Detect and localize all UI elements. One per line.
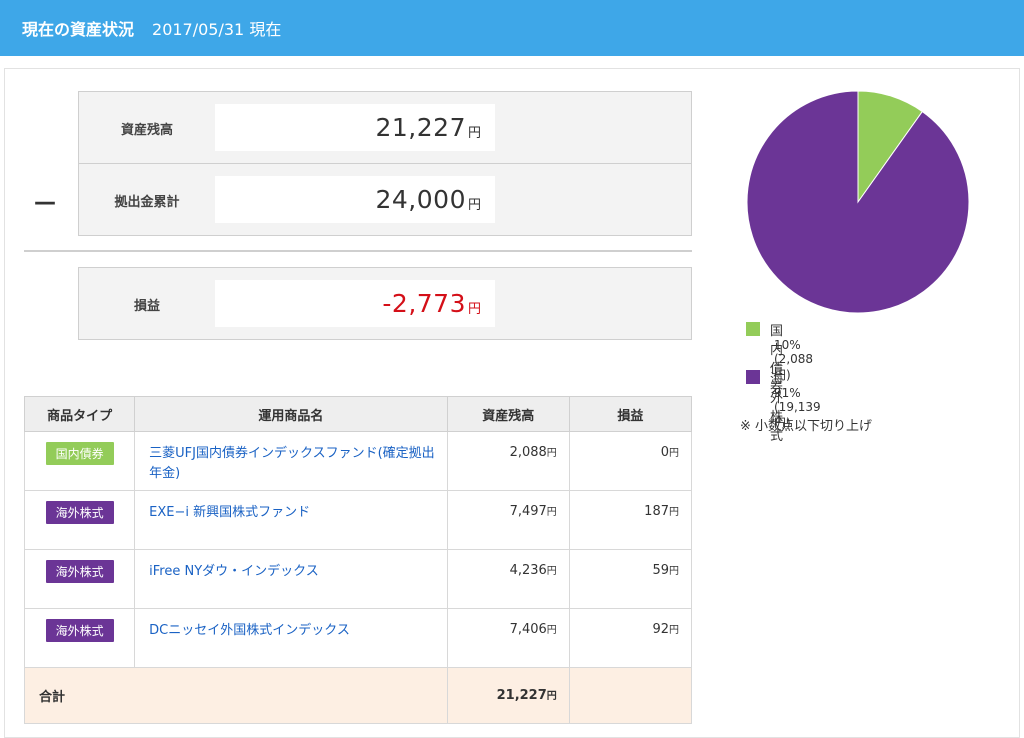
summary-divider [79,163,691,164]
balance-value: 7,497 [509,504,547,519]
balance-row: 資産残高 21,227 円 [79,92,691,164]
contribution-unit: 円 [467,198,481,213]
balance-value: 21,227 [375,113,466,142]
profit-label: 損益 [133,298,160,314]
legend-name: 国内債券 [770,324,784,396]
yen-unit: 円 [669,566,679,577]
balance-label: 資産残高 [120,122,173,138]
profit-value-box: -2,773 円 [215,280,495,327]
profit-value: -2,773 [382,289,466,318]
yen-unit: 円 [546,507,557,518]
profit-row: 損益 -2,773 円 [79,268,691,340]
holdings-table: 商品タイプ 運用商品名 資産残高 損益 国内債券 三菱UFJ国内債券インデックス… [23,396,693,724]
profit-box: 損益 -2,773 円 [78,267,692,340]
type-badge: 国内債券 [45,442,114,465]
contribution-value-box: 24,000 円 [215,176,495,223]
header-type: 商品タイプ [23,396,136,432]
allocation-pie-chart [746,90,970,314]
legend-name: 海外株式 [770,372,784,444]
table-row: 海外株式 EXE−i 新興国株式ファンド 7,497円 187円 [23,490,693,550]
summary-box: 資産残高 21,227 円 拠出金累計 24,000 円 [78,91,692,236]
page-title: 現在の資産状況 [22,20,135,39]
type-cell: 海外株式 [23,608,136,668]
fund-name-link[interactable]: EXE−i 新興国株式ファンド [134,490,448,550]
rounding-note: ※ 小数点以下切り上げ [740,419,873,434]
table-row: 海外株式 DCニッセイ外国株式インデックス 7,406円 92円 [23,608,693,668]
type-badge: 海外株式 [45,501,114,524]
minus-symbol: — [34,190,56,215]
balance-value: 2,088 [509,445,547,460]
yen-unit: 円 [546,625,557,636]
profit-cell: 0円 [568,431,693,491]
profit-cell: 187円 [568,490,693,550]
header-fund-name: 運用商品名 [134,396,448,432]
yen-unit: 円 [546,448,557,459]
type-badge: 海外株式 [45,619,114,642]
legend-swatch [746,370,760,384]
yen-unit: 円 [669,507,679,518]
equals-divider [24,250,692,252]
yen-unit: 円 [546,566,557,577]
balance-cell: 2,088円 [446,431,570,491]
page-header: 現在の資産状況 2017/05/31 現在 [0,0,1024,56]
type-badge: 海外株式 [45,560,114,583]
type-cell: 国内債券 [23,431,136,491]
yen-unit: 円 [546,691,557,702]
profit-unit: 円 [467,302,481,317]
contribution-row: 拠出金累計 24,000 円 [79,164,691,236]
type-cell: 海外株式 [23,549,136,609]
balance-value: 4,236 [509,563,547,578]
table-header-row: 商品タイプ 運用商品名 資産残高 損益 [23,396,693,432]
balance-cell: 4,236円 [446,549,570,609]
yen-unit: 円 [669,625,679,636]
as-of-date: 2017/05/31 現在 [152,20,282,39]
total-balance-cell: 21,227円 [446,667,570,724]
profit-cell: 59円 [568,549,693,609]
balance-value-box: 21,227 円 [215,104,495,151]
contribution-value: 24,000 [375,185,466,214]
header-profit: 損益 [568,396,693,432]
total-row: 合計 21,227円 [24,667,693,724]
balance-cell: 7,406円 [446,608,570,668]
total-profit-cell [568,667,693,724]
profit-value: 59 [652,563,669,578]
fund-name-link[interactable]: iFree NYダウ・インデックス [134,549,448,609]
legend-detail: 91% (19,139円) [774,386,821,430]
balance-cell: 7,497円 [446,490,570,550]
legend-swatch [746,322,760,336]
profit-value: 187 [644,504,669,519]
balance-value: 7,406 [509,622,547,637]
total-label: 合計 [24,667,448,724]
profit-cell: 92円 [568,608,693,668]
table-row: 国内債券 三菱UFJ国内債券インデックスファンド(確定拠出年金) 2,088円 … [23,431,693,491]
pie-slice-1 [746,90,970,314]
fund-name-link[interactable]: 三菱UFJ国内債券インデックスファンド(確定拠出年金) [134,431,448,491]
yen-unit: 円 [669,448,679,459]
balance-unit: 円 [467,126,481,141]
profit-value: 0 [660,445,669,460]
legend-detail: 10% (2,088円) [774,338,814,382]
total-balance-value: 21,227 [496,688,547,703]
table-row: 海外株式 iFree NYダウ・インデックス 4,236円 59円 [23,549,693,609]
profit-value: 92 [652,622,669,637]
fund-name-link[interactable]: DCニッセイ外国株式インデックス [134,608,448,668]
type-cell: 海外株式 [23,490,136,550]
contribution-label: 拠出金累計 [114,194,180,210]
header-balance: 資産残高 [446,396,570,432]
